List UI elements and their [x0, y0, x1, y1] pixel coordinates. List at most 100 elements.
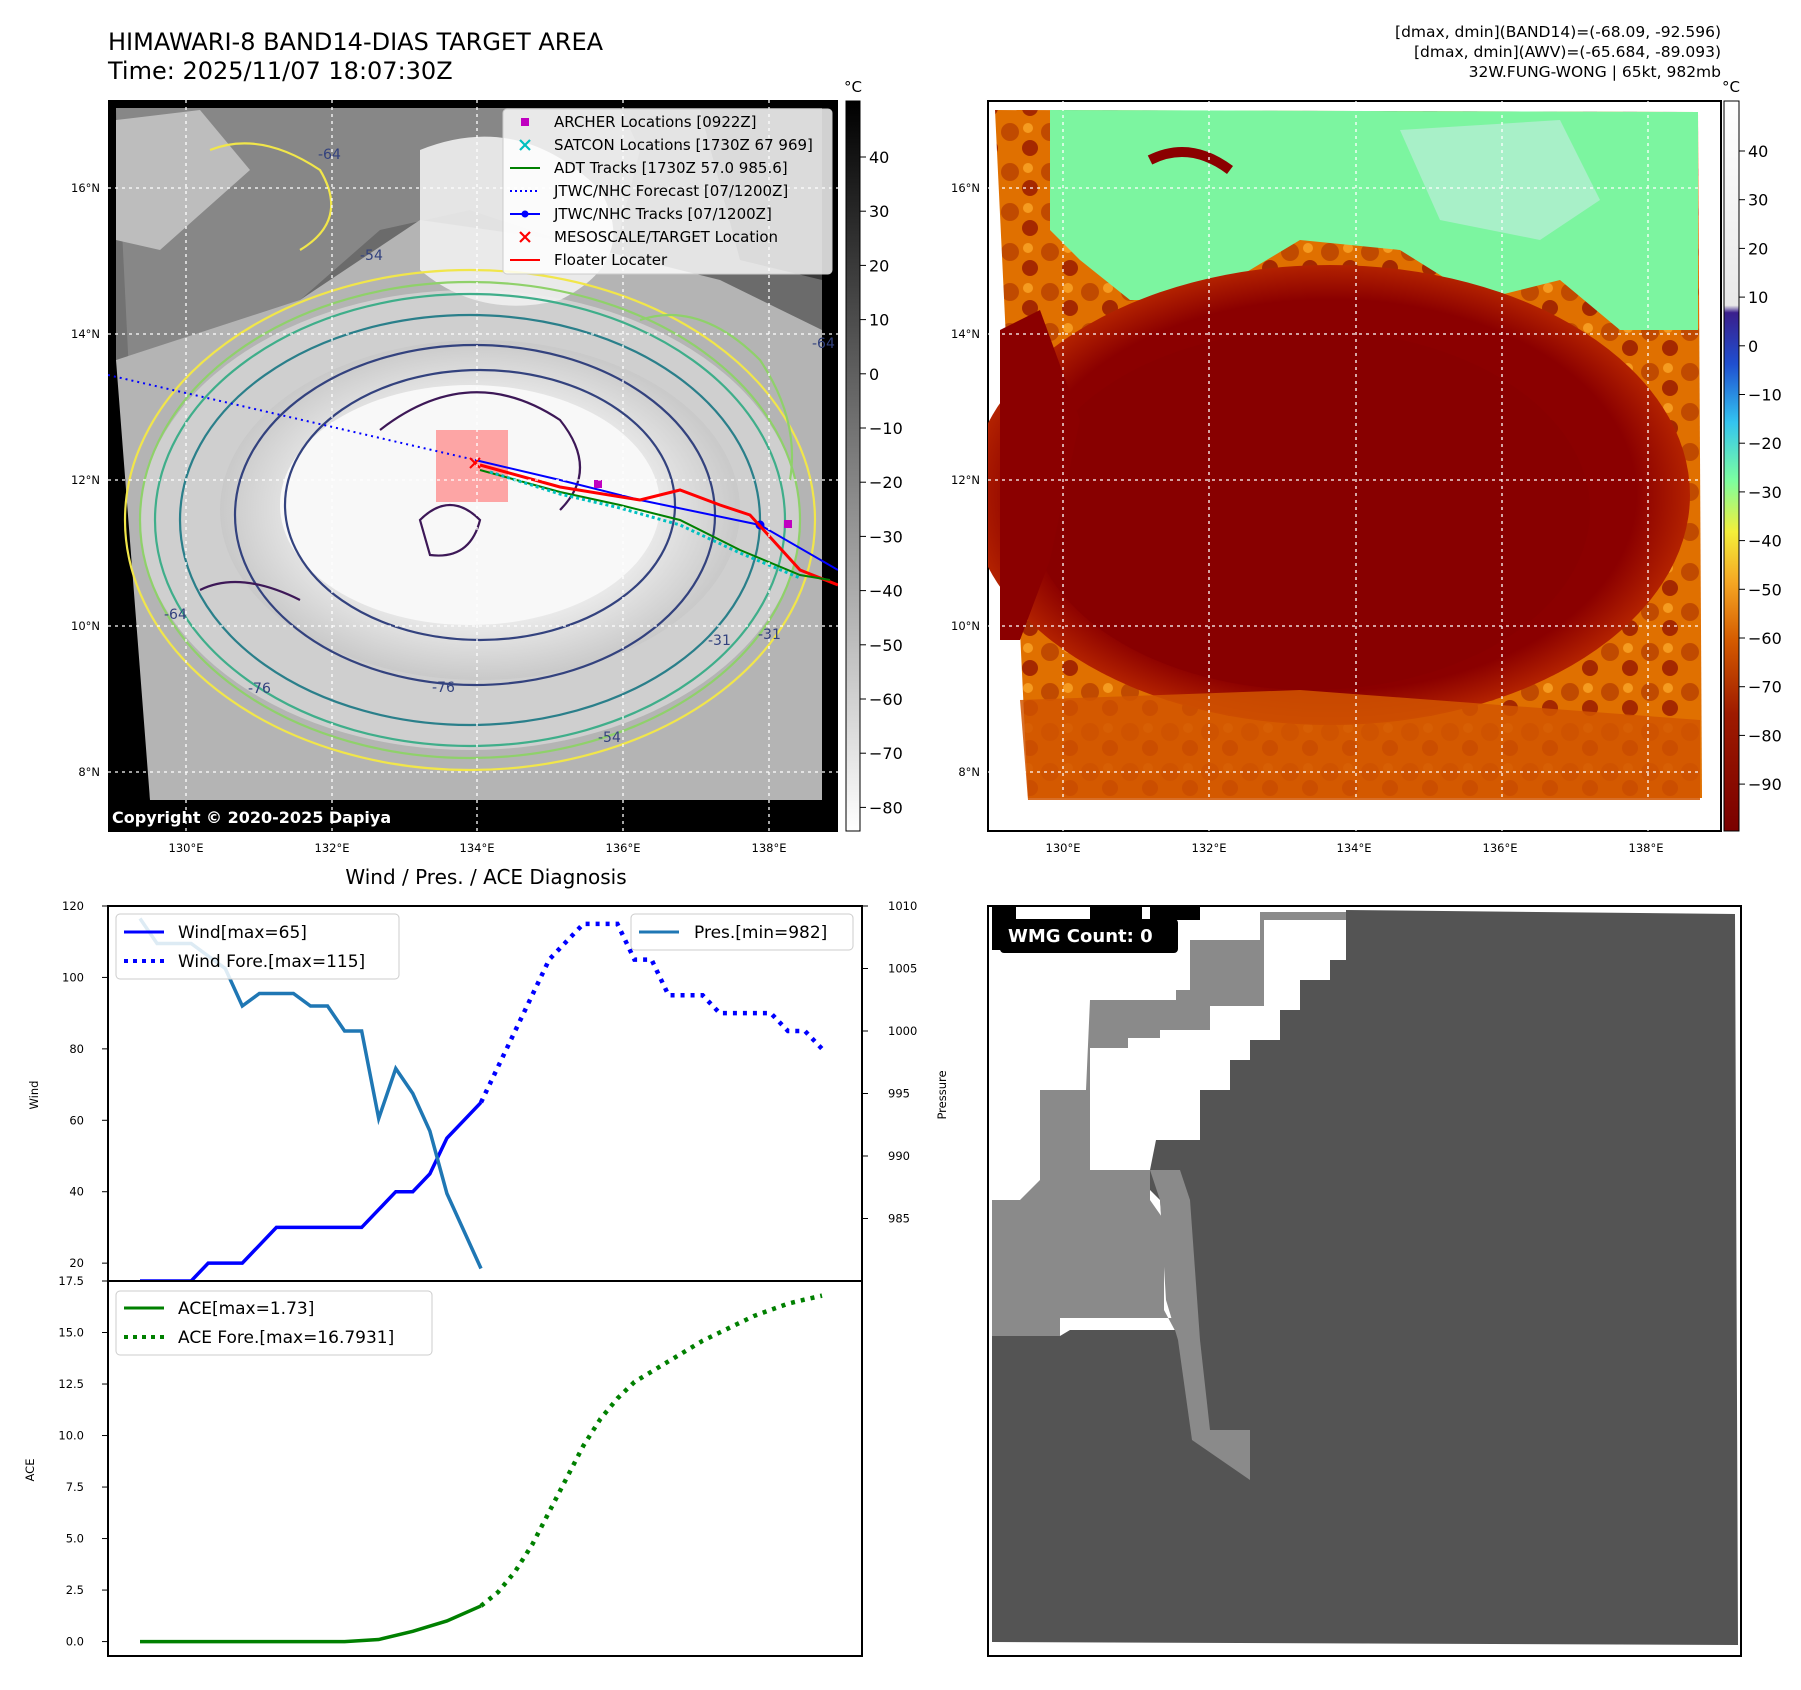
archer-marker: [594, 480, 602, 488]
latitude-tick-label: 12°N: [951, 473, 980, 487]
wind-tick-label: 80: [69, 1042, 84, 1056]
color-colorbar-tick: 0: [1748, 337, 1758, 356]
ace-legend-label: ACE[max=1.73]: [178, 1299, 314, 1319]
ace-tick-label: 5.0: [66, 1532, 84, 1546]
series-line-wind-forecast: [478, 921, 824, 1104]
contour-label: -64: [318, 147, 341, 163]
pressure-tick-label: 1010: [888, 899, 917, 913]
color-colorbar: °C 40 30 20 10 0 −10 −20 −30 −40 −50 −60 −70 −80 −90: [1722, 78, 1782, 832]
wind-tick-label: 120: [62, 899, 84, 913]
ir-colorbar-tick: 20: [869, 256, 889, 275]
map-legend-label: ADT Tracks [1730Z 57.0 985.6]: [554, 159, 788, 177]
color-colorbar-tick: −90: [1748, 775, 1782, 794]
ace-tick-label: 0.0: [66, 1635, 84, 1649]
figure-title: HIMAWARI-8 BAND14-DIAS TARGET AREA Time: …: [108, 28, 603, 86]
ir-colorbar-tick: −40: [869, 582, 903, 601]
contour-label: -31: [758, 627, 781, 643]
contour-label: -31: [708, 633, 731, 649]
longitude-tick-label: 132°E: [315, 841, 350, 855]
floater-track: [479, 463, 838, 587]
color-colorbar-tick: −80: [1748, 726, 1782, 745]
color-colorbar-tick: −10: [1748, 386, 1782, 405]
wmg-count-text: WMG Count: 0: [1008, 926, 1153, 947]
ace-axis-label: ACE: [23, 1459, 37, 1482]
wind-tick-label: 100: [62, 970, 84, 984]
color-colorbar-tick: −50: [1748, 580, 1782, 599]
color-colorbar-tick: −20: [1748, 434, 1782, 453]
wmg-dark-region: [992, 910, 1738, 1645]
color-enhanced-map-panel: [987, 100, 1722, 832]
color-colorbar-tick: −70: [1748, 678, 1782, 697]
color-colorbar-tick: −30: [1748, 483, 1782, 502]
map-legend-label: MESOSCALE/TARGET Location: [554, 228, 778, 246]
storm-summary: 32W.FUNG-WONG | 65kt, 982mb: [1468, 63, 1721, 81]
ace-tick-label: 15.0: [58, 1326, 84, 1340]
ir-colorbar-tick: 30: [869, 202, 889, 221]
title-line-1: HIMAWARI-8 BAND14-DIAS TARGET AREA: [108, 28, 604, 56]
wind-tick-label: 60: [69, 1113, 84, 1127]
contour-label: -76: [432, 680, 455, 696]
forecast-track: [108, 374, 476, 461]
ir-map-legend: ARCHER Locations [0922Z] SATCON Locations…: [502, 108, 833, 275]
ir-colorbar-unit: °C: [844, 78, 862, 96]
color-colorbar-tick: −60: [1748, 629, 1782, 648]
ace-tick-label: 12.5: [58, 1377, 84, 1391]
awv-range: [dmax, dmin](AWV)=(-65.684, -89.093): [1414, 43, 1721, 61]
longitude-tick-label: 138°E: [1629, 841, 1664, 855]
longitude-tick-label: 136°E: [1483, 841, 1518, 855]
wind-axis-label: Wind: [27, 1081, 41, 1110]
latitude-tick-label: 8°N: [958, 765, 980, 779]
title-line-2: Time: 2025/11/07 18:07:30Z: [108, 57, 453, 85]
color-colorbar-tick: 30: [1748, 191, 1768, 210]
latitude-tick-label: 16°N: [71, 181, 100, 195]
wind-tick-label: 20: [69, 1256, 84, 1270]
ir-colorbar-tick: −50: [869, 636, 903, 655]
wmg-light-region: [992, 912, 1346, 1480]
ir-colorbar-tick: −70: [869, 744, 903, 763]
series-line-wind: [140, 1101, 483, 1283]
pressure-legend: Pres.[min=982]: [630, 913, 854, 951]
ir-colorbar-tick: 10: [869, 311, 889, 330]
copyright-text: Copyright © 2020-2025 Dapiya: [112, 808, 391, 827]
satcon-locations: [489, 470, 801, 580]
map-legend-label: Floater Locater: [554, 251, 668, 269]
longitude-tick-label: 130°E: [169, 841, 204, 855]
wind-tick-label: 40: [69, 1185, 84, 1199]
color-colorbar-tick: 20: [1748, 239, 1768, 258]
color-colorbar-unit: °C: [1722, 78, 1740, 96]
longitude-tick-label: 132°E: [1192, 841, 1227, 855]
pressure-tick-label: 1005: [888, 962, 917, 976]
map-legend-label: ARCHER Locations [0922Z]: [554, 113, 757, 131]
map-legend-label: SATCON Locations [1730Z 67 969]: [554, 136, 813, 154]
contour-label: -54: [598, 730, 621, 746]
color-colorbar-tick: −40: [1748, 532, 1782, 551]
latitude-tick-label: 10°N: [71, 619, 100, 633]
ace-tick-label: 10.0: [58, 1429, 84, 1443]
pressure-tick-label: 1000: [888, 1024, 917, 1038]
wind-pressure-chart: 20 40 60 80 100 120 985 990 995 1000 1005 1010 Wind…: [27, 899, 949, 1283]
color-colorbar-tick: 10: [1748, 288, 1768, 307]
ir-colorbar-tick: −10: [869, 419, 903, 438]
contour-label: -76: [248, 681, 271, 697]
series-line-ace-forecast: [479, 1293, 823, 1608]
latitude-tick-label: 10°N: [951, 619, 980, 633]
pressure-legend-label: Pres.[min=982]: [694, 923, 827, 943]
adt-track: [479, 469, 831, 581]
wind-legend-label: Wind[max=65]: [178, 923, 307, 943]
ace-tick-label: 17.5: [58, 1274, 84, 1288]
ir-colorbar-tick: −60: [869, 690, 903, 709]
ace-tick-label: 2.5: [66, 1583, 84, 1597]
ir-colorbar: °C 40 30 20 10 0 −10 −20 −30 −40 −50 −60 −70 −80: [844, 78, 903, 832]
pressure-tick-label: 995: [888, 1087, 910, 1101]
pressure-tick-label: 985: [888, 1212, 910, 1226]
color-map-gridlines: [988, 101, 1721, 831]
contour-label: -64: [812, 336, 835, 352]
latitude-tick-label: 16°N: [951, 181, 980, 195]
series-line-ace: [140, 1604, 482, 1644]
archer-marker: [784, 520, 792, 528]
longitude-tick-label: 138°E: [752, 841, 787, 855]
map-legend-label: JTWC/NHC Forecast [07/1200Z]: [553, 182, 788, 200]
ace-chart: 0.0 2.5 5.0 7.5 10.0 12.5 15.0 17.5 ACE ACE[max…: [23, 1274, 863, 1657]
contour-label: -64: [164, 607, 187, 623]
